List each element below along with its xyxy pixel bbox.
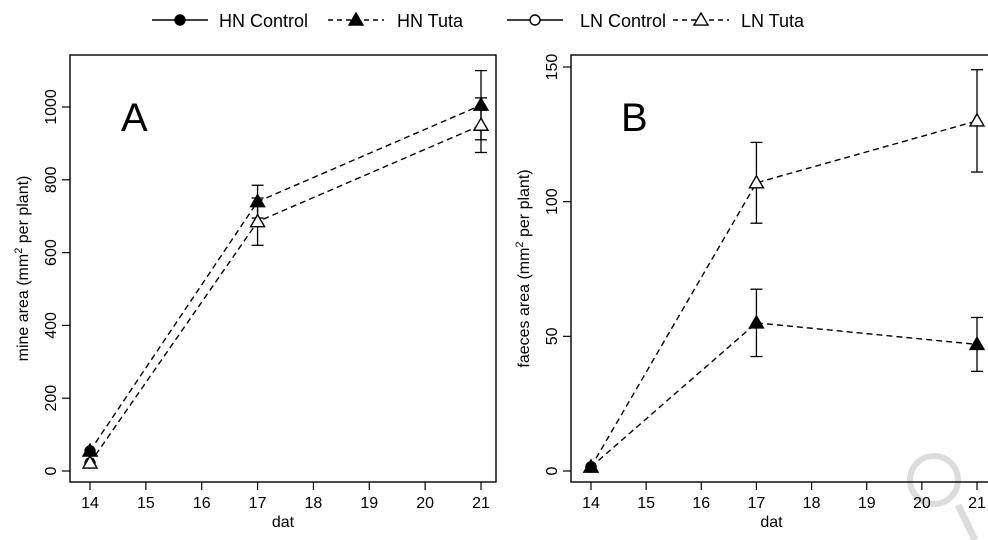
legend-marker (529, 14, 541, 26)
x-tick-label: 15 (637, 495, 655, 512)
data-point (748, 314, 765, 329)
data-point (968, 112, 986, 127)
x-tick-label: 14 (582, 495, 600, 512)
data-point (582, 458, 600, 473)
x-tick-label: 16 (193, 495, 211, 512)
legend: HN Control HN Tuta LN Control LN Tuta (152, 11, 805, 31)
series-line (590, 120, 978, 468)
data-point (968, 336, 986, 351)
panel-a: A 14 15 16 17 18 19 20 21 dat 0 200 400 600 800 1000 min… (13, 54, 497, 531)
watermark (907, 453, 979, 540)
legend-marker (174, 14, 186, 26)
x-tick-label: 16 (692, 495, 710, 512)
x-axis-label: dat (272, 514, 295, 531)
series-line (590, 322, 978, 468)
y-tick-label: 800 (43, 166, 60, 193)
legend-item-hn-tuta: HN Tuta (328, 11, 464, 31)
panel-b: B 14 15 16 17 18 19 20 21 dat 0 50 100 150 faeces area… (514, 54, 988, 531)
x-tick-label: 18 (305, 495, 323, 512)
x-axis: 14 15 16 17 18 19 20 21 dat (81, 482, 490, 531)
legend-label: HN Tuta (397, 11, 464, 31)
series-ln-tuta (81, 97, 490, 469)
x-tick-label: 21 (968, 495, 986, 512)
series-hn-tuta (582, 288, 986, 473)
legend-label: LN Control (580, 11, 666, 31)
data-point (472, 116, 490, 131)
legend-item-ln-control: LN Control (507, 11, 666, 31)
data-point (81, 454, 99, 469)
y-tick-label: 200 (43, 385, 60, 412)
x-tick-label: 21 (472, 495, 490, 512)
y-tick-label: 0 (544, 466, 561, 475)
series-line (89, 124, 482, 464)
x-tick-label: 20 (416, 495, 434, 512)
x-tick-label: 17 (249, 495, 267, 512)
y-axis: 0 50 100 150 faeces area (mm2 per plant) (514, 54, 571, 475)
data-point (249, 213, 266, 228)
data-point (748, 174, 765, 189)
panel-letter: B (621, 96, 648, 140)
x-tick-label: 20 (913, 495, 931, 512)
x-tick-label: 14 (81, 495, 99, 512)
legend-marker (347, 11, 365, 26)
y-axis-label: faeces area (mm2 per plant) (514, 169, 533, 367)
plot-frame (570, 54, 988, 483)
x-tick-label: 19 (360, 495, 378, 512)
y-tick-label: 1000 (43, 89, 60, 125)
x-tick-label: 17 (748, 495, 766, 512)
series-line (89, 104, 482, 452)
y-tick-label: 100 (544, 188, 561, 215)
x-axis: 14 15 16 17 18 19 20 21 dat (582, 482, 986, 531)
legend-label: HN Control (219, 11, 308, 31)
x-tick-label: 18 (803, 495, 821, 512)
x-tick-label: 15 (137, 495, 155, 512)
y-tick-label: 0 (43, 466, 60, 475)
x-axis-label: dat (760, 514, 783, 531)
y-tick-label: 400 (43, 312, 60, 339)
panel-letter: A (121, 96, 148, 140)
y-tick-label: 600 (43, 239, 60, 266)
y-tick-label: 50 (544, 327, 561, 345)
y-axis-label: mine area (mm2 per plant) (13, 176, 32, 362)
legend-label: LN Tuta (741, 11, 805, 31)
y-tick-label: 150 (544, 54, 561, 81)
legend-item-ln-tuta: LN Tuta (673, 11, 805, 31)
y-axis: 0 200 400 600 800 1000 mine area (mm2 per plan… (13, 89, 70, 475)
plot-frame (69, 54, 497, 483)
legend-item-hn-control: HN Control (152, 11, 308, 31)
x-tick-label: 19 (858, 495, 876, 512)
legend-marker (692, 11, 710, 26)
